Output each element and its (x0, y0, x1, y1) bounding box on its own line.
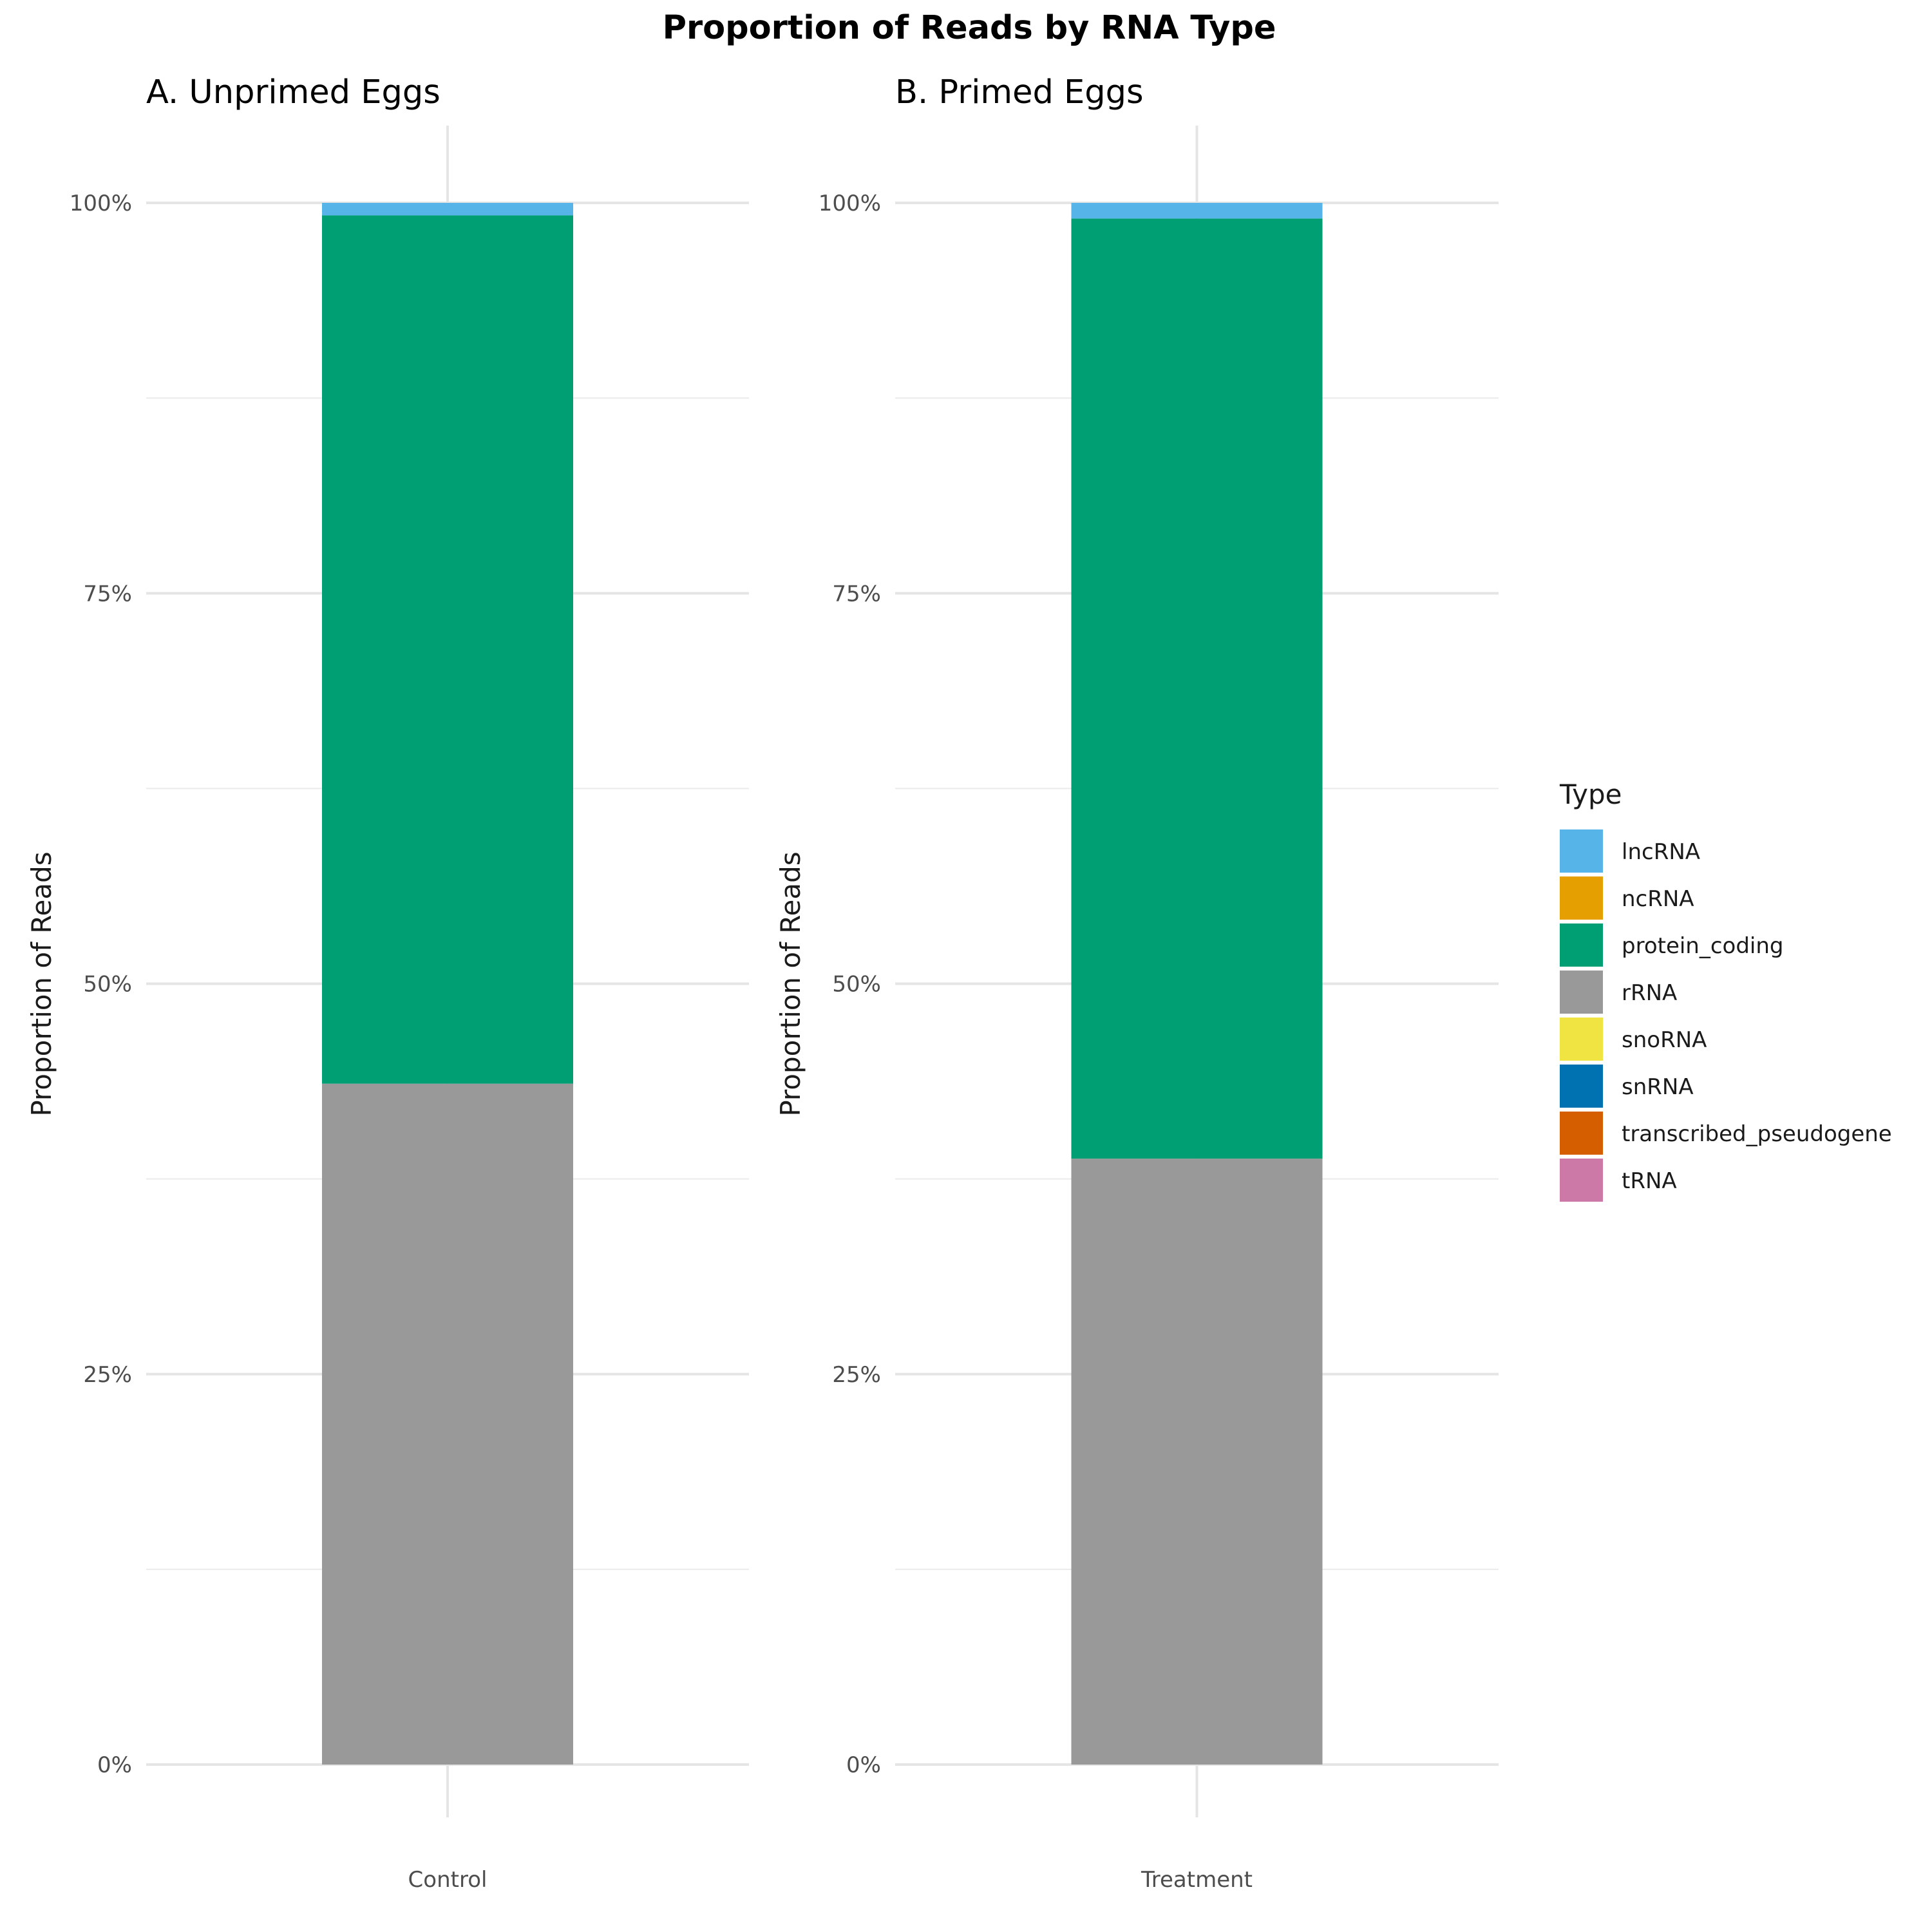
x-tick-label: Control (408, 1867, 488, 1893)
y-tick-label: 75% (83, 581, 132, 607)
y-tick-label: 50% (832, 972, 881, 998)
y-axis-label: Proportion of Reads (26, 851, 57, 1116)
legend: Type lncRNA ncRNA protein_coding rRNA snoRNA s… (1559, 779, 1892, 1202)
legend-label: ncRNA (1622, 886, 1694, 912)
x-tick-label: Treatment (1141, 1867, 1253, 1893)
panel-b: 0% 25% 50% 75% 100% Treatment B. Primed Eggs Pr… (775, 73, 1499, 1893)
legend-key-lncrna (1560, 829, 1603, 873)
y-tick-label: 0% (97, 1752, 132, 1778)
legend-key-trna (1560, 1159, 1603, 1202)
legend-key-snorna (1560, 1018, 1603, 1061)
panel-title: B. Primed Eggs (895, 73, 1144, 111)
y-tick-label: 25% (83, 1362, 132, 1388)
legend-label: tRNA (1622, 1168, 1677, 1194)
y-tick-label: 75% (832, 581, 881, 607)
panel-a: 0% 25% 50% 75% 100% Control A. Unprimed Eggs Pr… (26, 73, 749, 1893)
bar-segment-protein-coding (1071, 218, 1323, 1159)
bar-segment-rrna (1071, 1159, 1323, 1765)
panels: 0% 25% 50% 75% 100% Control A. Unprimed Eggs Pr… (26, 73, 1499, 1893)
legend-label: rRNA (1622, 980, 1677, 1006)
y-tick-label: 50% (83, 972, 132, 998)
legend-label: snoRNA (1622, 1027, 1707, 1053)
bar-segment-protein-coding (322, 215, 573, 1084)
panel-title: A. Unprimed Eggs (146, 73, 440, 111)
chart-title: Proportion of Reads by RNA Type (663, 9, 1276, 47)
bar-segment-lncrna (322, 203, 573, 216)
legend-key-snrna (1560, 1065, 1603, 1108)
legend-key-rrna (1560, 971, 1603, 1014)
y-tick-label: 25% (832, 1362, 881, 1388)
y-axis-label: Proportion of Reads (775, 851, 806, 1116)
y-tick-label: 0% (846, 1752, 881, 1778)
legend-label: lncRNA (1622, 839, 1700, 865)
bar-segment-rrna (322, 1083, 573, 1765)
y-tick-label: 100% (819, 191, 881, 216)
legend-label: protein_coding (1622, 933, 1784, 959)
legend-label: transcribed_pseudogene (1622, 1121, 1892, 1147)
legend-label: snRNA (1622, 1074, 1694, 1100)
bar-segment-lncrna (1071, 203, 1323, 219)
legend-title: Type (1559, 779, 1622, 810)
legend-key-transcribed-pseudogene (1560, 1112, 1603, 1155)
legend-key-ncrna (1560, 876, 1603, 920)
y-tick-label: 100% (70, 191, 132, 216)
legend-key-protein-coding (1560, 923, 1603, 967)
